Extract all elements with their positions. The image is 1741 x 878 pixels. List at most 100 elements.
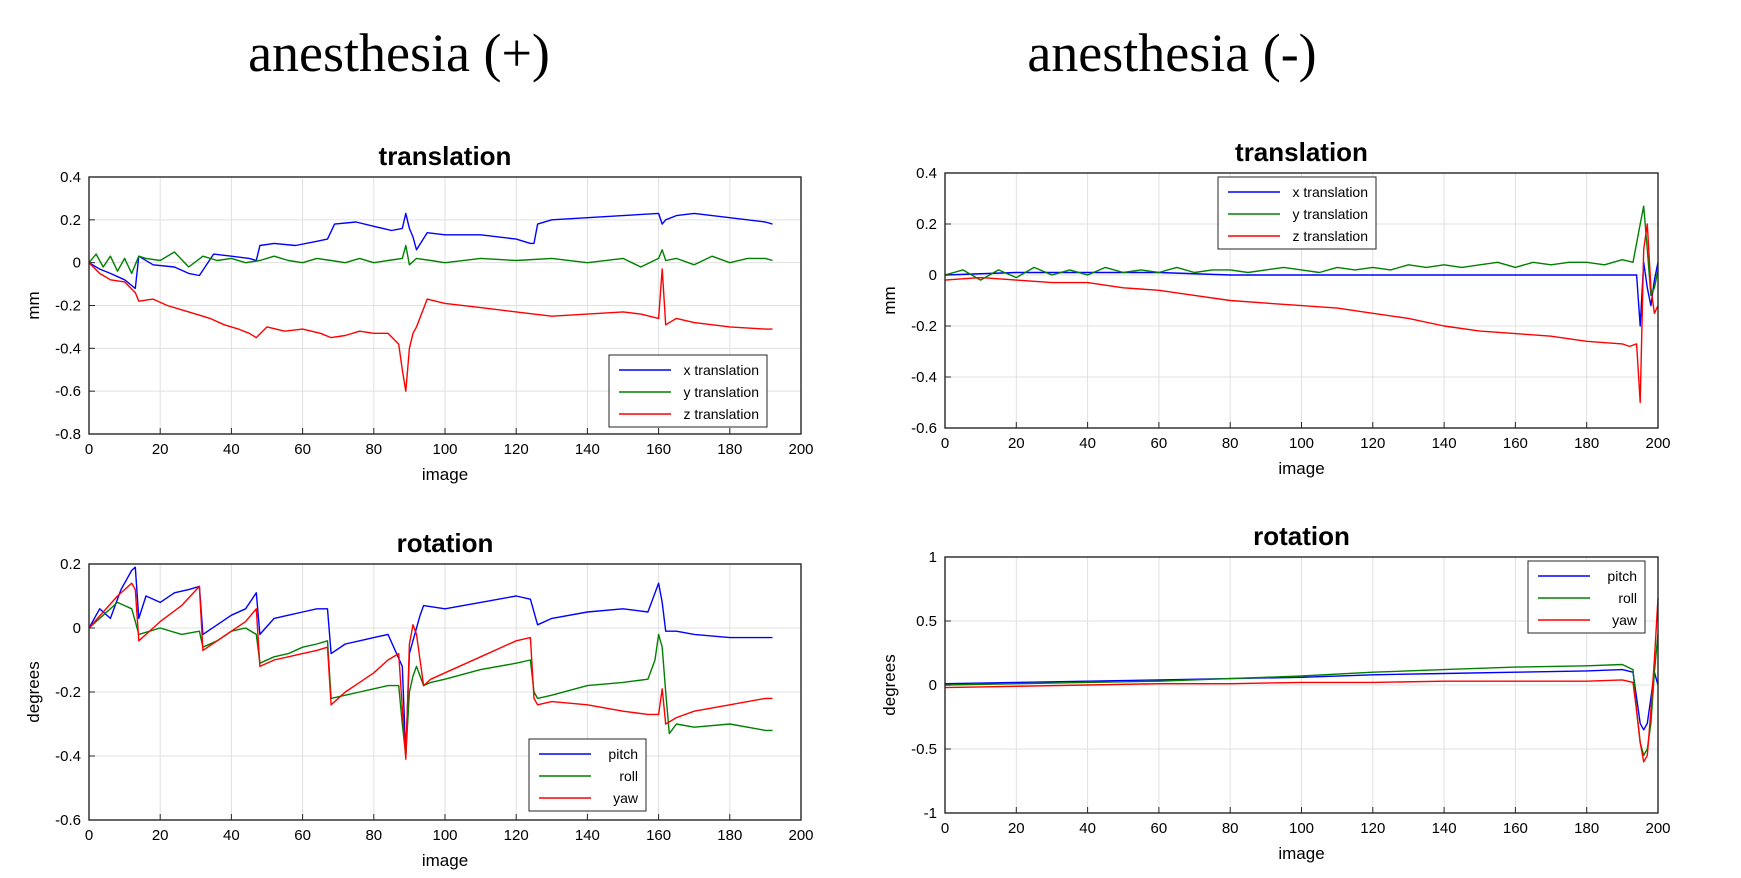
plot-1-legend-label-y-translation: y translation (684, 384, 759, 400)
plot-2-x-tick-label: 60 (294, 827, 311, 844)
plot-1-series-y-translation (88, 244, 773, 275)
plot-1-y-tick-label: -0.2 (55, 298, 81, 315)
plot-3-x-tick-label: 60 (1151, 435, 1168, 452)
plot-1-x-tick-label: 120 (504, 441, 529, 458)
plot-1-x-tick-label: 40 (223, 441, 240, 458)
plot-1-y-tick-label: 0.4 (60, 169, 81, 186)
plot-1-x-tick-label: 0 (85, 441, 93, 458)
plot-1-x-tick-label: 80 (365, 441, 382, 458)
plot-4-y-tick-label: 0 (929, 677, 937, 694)
plot-3-x-tick-label: 180 (1574, 435, 1599, 452)
plot-2-x-tick-label: 0 (85, 827, 93, 844)
plot-1-x-axis-label: image (422, 465, 468, 484)
plot-4-x-tick-label: 180 (1574, 820, 1599, 837)
plot-1-x-tick-label: 100 (432, 441, 457, 458)
plot-2-x-tick-label: 160 (646, 827, 671, 844)
plot-4-legend-label-yaw: yaw (1612, 612, 1638, 628)
plot-1-legend-label-x-translation: x translation (684, 362, 759, 378)
plot-3-series-z-translation (944, 223, 1659, 404)
plot-4-title: rotation (1253, 521, 1350, 551)
plot-1-y-tick-label: 0.2 (60, 212, 81, 229)
plot-2-x-tick-label: 180 (717, 827, 742, 844)
column-title-anesthesia-plus: anesthesia (+) (248, 23, 550, 83)
plot-4-y-tick-label: -0.5 (911, 741, 937, 758)
plot-4-x-tick-label: 140 (1432, 820, 1457, 837)
plot-4-series-yaw (944, 597, 1659, 763)
plot-3-x-tick-label: 0 (941, 435, 949, 452)
plot-2-y-tick-label: -0.6 (55, 812, 81, 829)
plot-3-legend-box (1217, 176, 1377, 250)
plot-4-x-tick-label: 40 (1079, 820, 1096, 837)
plot-4-x-tick-label: 20 (1008, 820, 1025, 837)
plot-2-y-tick-label: -0.4 (55, 748, 81, 765)
plot-2-x-tick-label: 120 (504, 827, 529, 844)
plot-4-series-pitch (944, 668, 1659, 731)
plot-3-y-tick-label: -0.2 (911, 318, 937, 335)
plot-3-x-tick-label: 100 (1289, 435, 1314, 452)
plot-4-x-tick-label: 80 (1222, 820, 1239, 837)
plot-1-legend-label-z-translation: z translation (684, 406, 759, 422)
plot-4-x-tick-label: 120 (1360, 820, 1385, 837)
plot-1-x-tick-label: 20 (152, 441, 169, 458)
plot-2-legend-label-roll: roll (619, 768, 638, 784)
plot-1-series-x-translation (88, 212, 773, 290)
column-title-anesthesia-minus: anesthesia (-) (1027, 23, 1317, 83)
plot-2-y-tick-label: -0.2 (55, 684, 81, 701)
plot-4-legend-label-roll: roll (1618, 590, 1637, 606)
plot-3-y-tick-label: 0 (929, 267, 937, 284)
plot-3-y-axis-label: mm (880, 286, 899, 314)
plot-1-x-tick-label: 180 (717, 441, 742, 458)
plot-2-legend-label-yaw: yaw (613, 790, 639, 806)
plot-3-x-tick-label: 160 (1503, 435, 1528, 452)
plot-4-y-tick-label: 0.5 (916, 613, 937, 630)
plot-3-x-axis-label: image (1278, 459, 1324, 478)
plot-3-legend-label-z-translation: z translation (1293, 228, 1368, 244)
plot-3-y-tick-label: 0.4 (916, 165, 937, 182)
plot-4-x-tick-label: 100 (1289, 820, 1314, 837)
plot-2-title: rotation (397, 528, 494, 558)
plot-3-legend-label-x-translation: x translation (1293, 184, 1368, 200)
plot-2-y-tick-label: 0.2 (60, 556, 81, 573)
plot-4-y-axis-label: degrees (880, 654, 899, 715)
plot-3-legend-label-y-translation: y translation (1293, 206, 1368, 222)
plot-2-x-tick-label: 200 (788, 827, 813, 844)
plot-4-y-tick-label: -1 (924, 805, 937, 822)
plot-1-y-tick-label: -0.8 (55, 426, 81, 443)
plot-1-series-z-translation (88, 262, 773, 392)
plot-4-legend-box (1527, 560, 1646, 634)
plot-1-x-tick-label: 160 (646, 441, 671, 458)
plot-2-x-tick-label: 100 (432, 827, 457, 844)
plot-3-x-tick-label: 200 (1645, 435, 1670, 452)
plot-3-title: translation (1235, 137, 1368, 167)
plot-1-x-tick-label: 60 (294, 441, 311, 458)
plot-2-x-tick-label: 20 (152, 827, 169, 844)
plot-1-y-tick-label: -0.4 (55, 340, 81, 357)
plot-3-x-tick-label: 80 (1222, 435, 1239, 452)
plot-4-x-tick-label: 60 (1151, 820, 1168, 837)
plot-2-x-tick-label: 80 (365, 827, 382, 844)
plot-3-y-tick-label: 0.2 (916, 216, 937, 233)
plot-3-series-x-translation (944, 261, 1659, 327)
plot-2-legend-label-pitch: pitch (608, 746, 638, 762)
plot-4-x-tick-label: 200 (1645, 820, 1670, 837)
plot-1-y-tick-label: -0.6 (55, 383, 81, 400)
plot-4-y-tick-label: 1 (929, 549, 937, 566)
plot-1-x-tick-label: 200 (788, 441, 813, 458)
plot-3-y-tick-label: -0.4 (911, 369, 937, 386)
plot-2-x-tick-label: 140 (575, 827, 600, 844)
plot-2-y-axis-label: degrees (24, 661, 43, 722)
plot-4-legend-label-pitch: pitch (1607, 568, 1637, 584)
plot-2-y-tick-label: 0 (73, 620, 81, 637)
plot-4-x-tick-label: 0 (941, 820, 949, 837)
plot-3-x-tick-label: 20 (1008, 435, 1025, 452)
plot-4-x-axis-label: image (1278, 844, 1324, 863)
plot-1-x-tick-label: 140 (575, 441, 600, 458)
plot-3-series-y-translation (944, 205, 1659, 297)
plot-3-y-tick-label: -0.6 (911, 420, 937, 437)
plot-3-x-tick-label: 140 (1432, 435, 1457, 452)
plot-2-series-yaw (88, 582, 773, 760)
plot-4-x-tick-label: 160 (1503, 820, 1528, 837)
plot-1-y-tick-label: 0 (73, 255, 81, 272)
plot-2-x-axis-label: image (422, 851, 468, 870)
